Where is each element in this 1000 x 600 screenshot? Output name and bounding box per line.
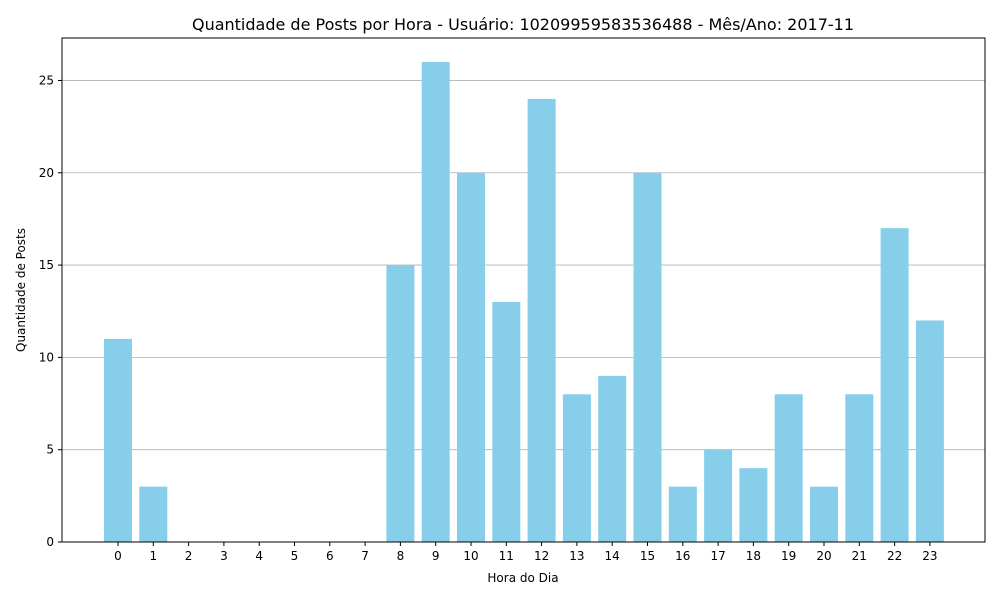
bar-hour-15	[633, 172, 662, 542]
bar-hour-18	[739, 468, 768, 542]
x-tick-label: 10	[463, 549, 478, 563]
x-tick-label: 15	[640, 549, 655, 563]
x-tick-label: 20	[816, 549, 831, 563]
bar-hour-22	[880, 228, 909, 542]
bar-hour-10	[457, 172, 485, 542]
y-tick-label: 10	[39, 350, 54, 364]
bar-hour-9	[421, 62, 450, 542]
bar-hour-13	[562, 394, 591, 542]
x-tick-label: 13	[569, 549, 584, 563]
y-tick-label: 25	[39, 73, 54, 87]
bar-hour-16	[668, 486, 697, 542]
x-tick-label: 23	[922, 549, 937, 563]
plot-frame	[61, 37, 986, 543]
x-tick-label: 12	[534, 549, 549, 563]
y-tick-label: 20	[39, 166, 54, 180]
bar-hour-8	[386, 265, 415, 542]
x-tick-label: 21	[852, 549, 867, 563]
x-tick-label: 22	[887, 549, 902, 563]
y-axis-label: Quantidade de Posts	[14, 228, 28, 352]
bar-hour-17	[704, 449, 733, 542]
x-tick-label: 11	[499, 549, 514, 563]
bar-hour-14	[598, 375, 627, 542]
x-tick-label: 19	[781, 549, 796, 563]
y-tick-label: 5	[46, 443, 54, 457]
bar-hour-0	[104, 338, 132, 542]
y-axis: 0 5 10 15 20 25	[39, 73, 62, 549]
x-tick-label: 5	[291, 549, 299, 563]
bars	[104, 62, 944, 542]
x-tick-label: 6	[326, 549, 334, 563]
bar-hour-19	[774, 394, 803, 542]
x-tick-label: 16	[675, 549, 690, 563]
x-tick-label: 0	[114, 549, 122, 563]
x-tick-label: 17	[710, 549, 725, 563]
bar-hour-20	[810, 486, 838, 542]
x-tick-label: 4	[255, 549, 263, 563]
y-tick-label: 0	[46, 535, 54, 549]
bar-hour-11	[492, 302, 521, 542]
x-tick-label: 7	[361, 549, 369, 563]
x-tick-label: 3	[220, 549, 228, 563]
x-axis: 0 1 2 3 4 5 6 7 8 9 10 11 12 13 14 15 16 17 18 19 20 21 22 23	[114, 542, 938, 563]
x-tick-label: 8	[397, 549, 405, 563]
y-tick-label: 15	[39, 258, 54, 272]
x-tick-label: 9	[432, 549, 440, 563]
chart-title: Quantidade de Posts por Hora - Usuário: …	[192, 15, 854, 34]
x-axis-label: Hora do Dia	[487, 571, 558, 585]
bar-hour-1	[139, 486, 168, 542]
x-tick-label: 14	[605, 549, 620, 563]
bar-hour-21	[845, 394, 874, 542]
x-tick-label: 18	[746, 549, 761, 563]
x-tick-label: 1	[149, 549, 157, 563]
bar-hour-23	[915, 320, 944, 542]
x-tick-label: 2	[185, 549, 193, 563]
bar-hour-12	[527, 98, 556, 542]
